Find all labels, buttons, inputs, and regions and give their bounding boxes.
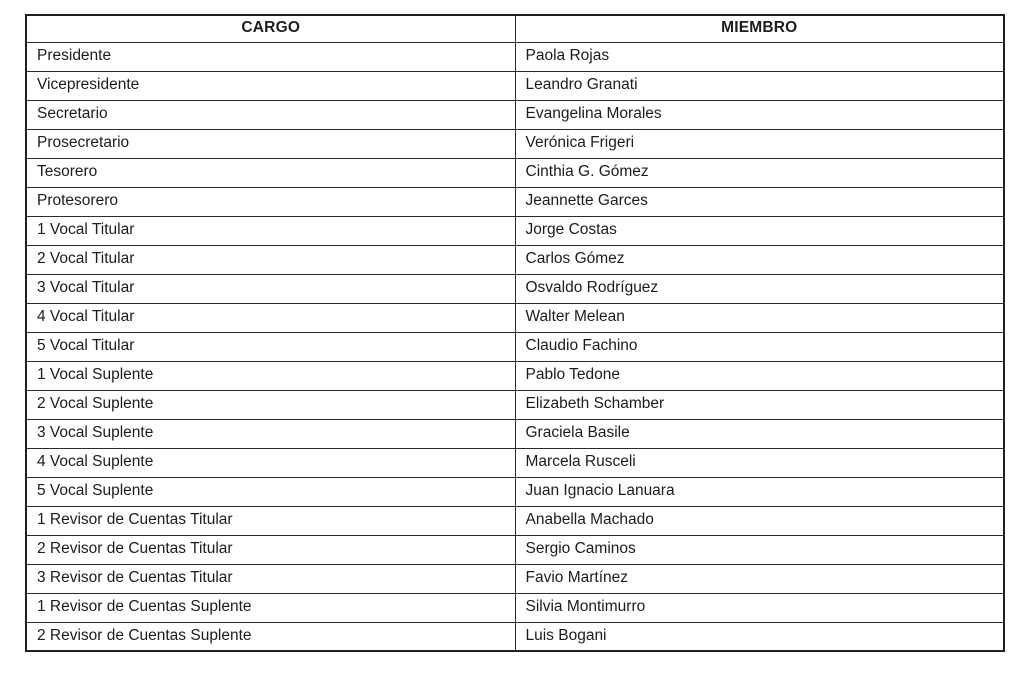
miembro-cell: Osvaldo Rodríguez xyxy=(514,273,1005,304)
table-row: Secretario Evangelina Morales xyxy=(25,99,1005,130)
cargo-cell: 1 Vocal Suplente xyxy=(25,360,516,391)
miembro-cell: Paola Rojas xyxy=(514,41,1005,72)
miembro-cell: Sergio Caminos xyxy=(514,534,1005,565)
cargo-cell: 1 Revisor de Cuentas Suplente xyxy=(25,592,516,623)
cargo-cell: 2 Vocal Titular xyxy=(25,244,516,275)
table-row: 4 Vocal Suplente Marcela Rusceli xyxy=(25,447,1005,478)
table-row: 2 Revisor de Cuentas Titular Sergio Cami… xyxy=(25,534,1005,565)
table-row: 2 Vocal Titular Carlos Gómez xyxy=(25,244,1005,275)
cargo-cell: 1 Revisor de Cuentas Titular xyxy=(25,505,516,536)
cargo-cell: 1 Vocal Titular xyxy=(25,215,516,246)
miembro-cell: Verónica Frigeri xyxy=(514,128,1005,159)
cargo-cell: Presidente xyxy=(25,41,516,72)
table-row: 5 Vocal Titular Claudio Fachino xyxy=(25,331,1005,362)
miembro-cell: Elizabeth Schamber xyxy=(514,389,1005,420)
cargo-cell: Secretario xyxy=(25,99,516,130)
miembro-cell: Marcela Rusceli xyxy=(514,447,1005,478)
table-row: 4 Vocal Titular Walter Melean xyxy=(25,302,1005,333)
miembro-cell: Walter Melean xyxy=(514,302,1005,333)
table-row: 3 Revisor de Cuentas Titular Favio Martí… xyxy=(25,563,1005,594)
cargo-miembro-table: CARGO MIEMBRO Presidente Paola Rojas Vic… xyxy=(25,14,1005,652)
cargo-cell: Prosecretario xyxy=(25,128,516,159)
column-header-cargo: CARGO xyxy=(25,14,516,43)
cargo-cell: Vicepresidente xyxy=(25,70,516,101)
miembro-cell: Silvia Montimurro xyxy=(514,592,1005,623)
table-row: 2 Vocal Suplente Elizabeth Schamber xyxy=(25,389,1005,420)
miembro-cell: Luis Bogani xyxy=(514,621,1005,652)
miembro-cell: Jeannette Garces xyxy=(514,186,1005,217)
table-row: 3 Vocal Titular Osvaldo Rodríguez xyxy=(25,273,1005,304)
cargo-cell: 2 Vocal Suplente xyxy=(25,389,516,420)
cargo-cell: 5 Vocal Suplente xyxy=(25,476,516,507)
miembro-cell: Graciela Basile xyxy=(514,418,1005,449)
miembro-cell: Pablo Tedone xyxy=(514,360,1005,391)
header-row: CARGO MIEMBRO xyxy=(25,14,1005,43)
cargo-cell: 5 Vocal Titular xyxy=(25,331,516,362)
miembro-cell: Jorge Costas xyxy=(514,215,1005,246)
table-row: 1 Vocal Suplente Pablo Tedone xyxy=(25,360,1005,391)
miembro-cell: Anabella Machado xyxy=(514,505,1005,536)
cargo-cell: 3 Revisor de Cuentas Titular xyxy=(25,563,516,594)
table-row: 3 Vocal Suplente Graciela Basile xyxy=(25,418,1005,449)
table-row: Tesorero Cinthia G. Gómez xyxy=(25,157,1005,188)
cargo-cell: Tesorero xyxy=(25,157,516,188)
table-row: Protesorero Jeannette Garces xyxy=(25,186,1005,217)
miembro-cell: Favio Martínez xyxy=(514,563,1005,594)
table-body: Presidente Paola Rojas Vicepresidente Le… xyxy=(25,41,1005,652)
cargo-cell: 3 Vocal Titular xyxy=(25,273,516,304)
miembro-cell: Carlos Gómez xyxy=(514,244,1005,275)
cargo-cell: Protesorero xyxy=(25,186,516,217)
table-header: CARGO MIEMBRO xyxy=(25,14,1005,43)
cargo-cell: 2 Revisor de Cuentas Titular xyxy=(25,534,516,565)
table-row: 1 Revisor de Cuentas Titular Anabella Ma… xyxy=(25,505,1005,536)
miembro-cell: Leandro Granati xyxy=(514,70,1005,101)
table-row: 5 Vocal Suplente Juan Ignacio Lanuara xyxy=(25,476,1005,507)
miembro-cell: Juan Ignacio Lanuara xyxy=(514,476,1005,507)
miembro-cell: Cinthia G. Gómez xyxy=(514,157,1005,188)
column-header-miembro: MIEMBRO xyxy=(514,14,1005,43)
table-row: 1 Revisor de Cuentas Suplente Silvia Mon… xyxy=(25,592,1005,623)
cargo-cell: 4 Vocal Titular xyxy=(25,302,516,333)
table-row: Presidente Paola Rojas xyxy=(25,41,1005,72)
table-row: Prosecretario Verónica Frigeri xyxy=(25,128,1005,159)
table-row: 2 Revisor de Cuentas Suplente Luis Bogan… xyxy=(25,621,1005,652)
cargo-cell: 2 Revisor de Cuentas Suplente xyxy=(25,621,516,652)
miembro-cell: Evangelina Morales xyxy=(514,99,1005,130)
miembro-cell: Claudio Fachino xyxy=(514,331,1005,362)
cargo-cell: 4 Vocal Suplente xyxy=(25,447,516,478)
table-row: Vicepresidente Leandro Granati xyxy=(25,70,1005,101)
table-row: 1 Vocal Titular Jorge Costas xyxy=(25,215,1005,246)
cargo-cell: 3 Vocal Suplente xyxy=(25,418,516,449)
